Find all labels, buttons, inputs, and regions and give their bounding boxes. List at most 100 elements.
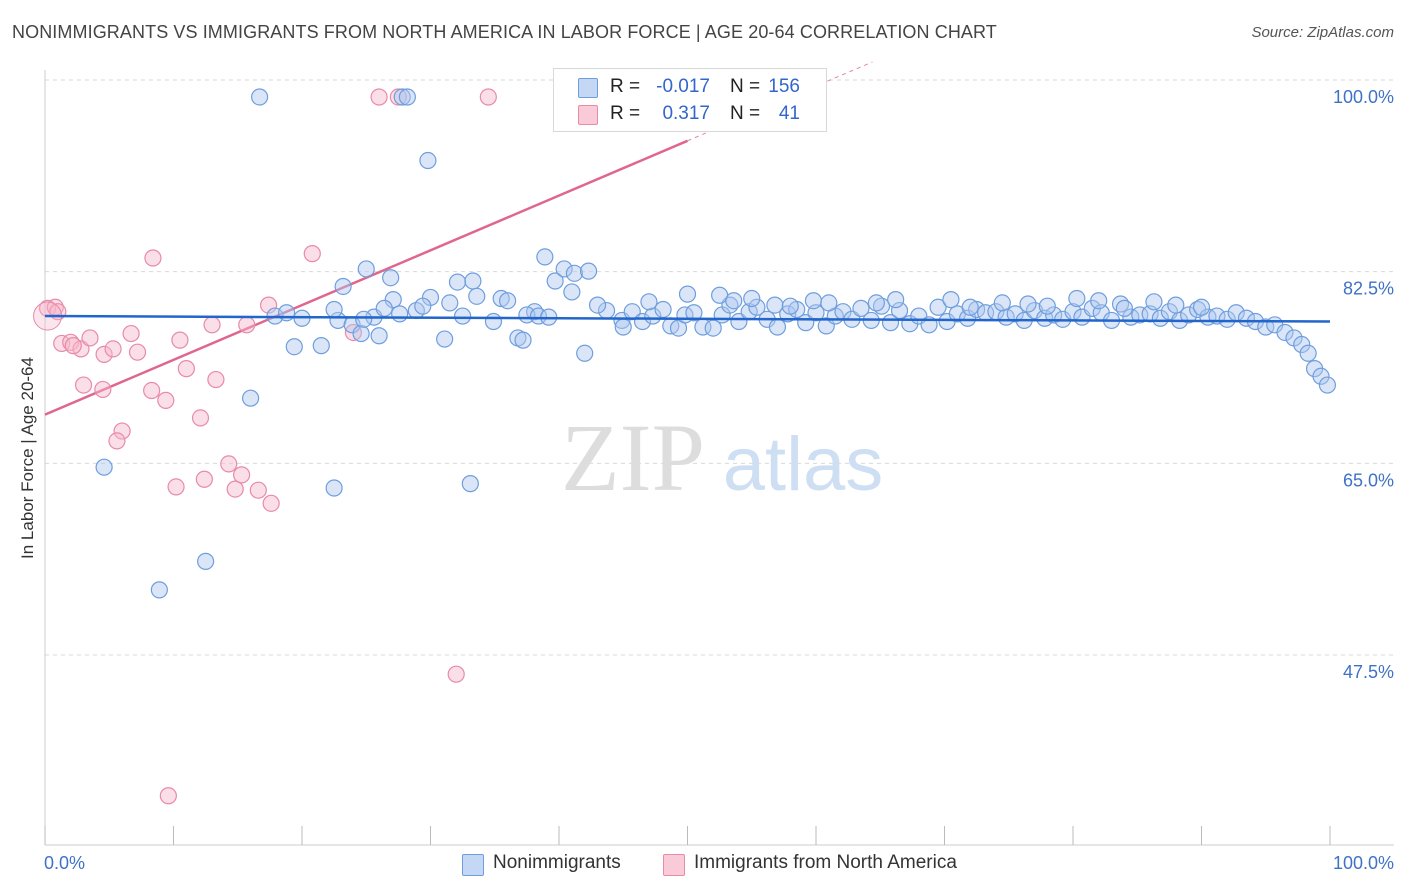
- point-nonimmigrants: [867, 294, 885, 312]
- trend-line-nonimmigrants: [44, 314, 1331, 323]
- watermark-zip: ZIP: [561, 404, 705, 511]
- point-nonimmigrants: [563, 283, 581, 301]
- point-nonimmigrants: [468, 287, 486, 305]
- point-immigrants: [203, 316, 221, 334]
- point-nonimmigrants: [250, 88, 269, 106]
- point-nonimmigrants: [685, 304, 703, 322]
- point-nonimmigrants: [370, 327, 388, 345]
- point-nonimmigrants: [150, 581, 168, 599]
- y-tick-label: 100.0%: [1333, 87, 1394, 107]
- point-nonimmigrants: [357, 260, 375, 278]
- point-nonimmigrants: [536, 248, 554, 266]
- point-nonimmigrants: [461, 475, 479, 493]
- point-nonimmigrants: [1038, 297, 1056, 315]
- point-nonimmigrants: [1090, 292, 1108, 310]
- point-immigrants: [207, 370, 225, 389]
- x-tick-label: 0.0%: [44, 853, 85, 873]
- point-nonimmigrants: [325, 479, 343, 497]
- point-nonimmigrants: [1045, 306, 1063, 324]
- point-nonimmigrants: [961, 298, 979, 316]
- point-nonimmigrants: [393, 88, 411, 106]
- point-nonimmigrants: [334, 277, 352, 296]
- trend-solid-segment: [44, 139, 688, 416]
- point-nonimmigrants: [993, 294, 1011, 312]
- point-nonimmigrants: [1318, 376, 1337, 394]
- point-nonimmigrants: [448, 273, 467, 291]
- point-nonimmigrants: [352, 324, 370, 343]
- point-nonimmigrants: [1192, 298, 1211, 316]
- gridlines: [45, 79, 1394, 656]
- bottom-legend-swatch-pink: [663, 854, 685, 876]
- point-immigrants: [157, 391, 175, 409]
- legend-n-label: N =: [730, 103, 761, 124]
- point-immigrants: [64, 337, 82, 355]
- point-nonimmigrants: [588, 296, 607, 314]
- point-nonimmigrants: [441, 294, 459, 312]
- y-tick-label: 65.0%: [1343, 470, 1394, 490]
- tick-labels: 100.0% 82.5% 65.0% 47.5% 0.0% 100.0%: [44, 87, 1394, 873]
- legend-row-immigrants: R = 0.317 N = 41: [554, 101, 826, 127]
- point-immigrants: [259, 296, 278, 314]
- legend-row-nonimmigrants: R = -0.017 N = 156: [554, 74, 826, 100]
- chart-title: NONIMMIGRANTS VS IMMIGRANTS FROM NORTH A…: [12, 22, 997, 42]
- point-nonimmigrants: [436, 330, 454, 348]
- point-nonimmigrants: [852, 299, 870, 317]
- points-nonimmigrants: [95, 88, 1337, 599]
- point-immigrants: [479, 88, 497, 106]
- bottom-legend-label: Nonimmigrants: [493, 852, 621, 873]
- point-immigrants: [108, 432, 126, 450]
- point-nonimmigrants: [1180, 306, 1198, 324]
- point-nonimmigrants: [1068, 289, 1086, 308]
- point-nonimmigrants: [959, 309, 977, 327]
- point-nonimmigrants: [514, 331, 532, 349]
- point-immigrants: [167, 478, 185, 496]
- bottom-legend-swatch-blue: [462, 854, 484, 876]
- legend-r-label: R =: [610, 103, 641, 124]
- point-nonimmigrants: [454, 307, 472, 325]
- point-immigrants: [191, 409, 210, 427]
- legend-r-value: 0.317: [662, 103, 710, 124]
- point-nonimmigrants: [1299, 344, 1317, 362]
- point-nonimmigrants: [640, 293, 658, 311]
- point-nonimmigrants: [766, 296, 784, 314]
- point-nonimmigrants: [414, 297, 432, 315]
- point-nonimmigrants: [565, 264, 584, 282]
- point-nonimmigrants: [312, 337, 330, 355]
- point-immigrants: [144, 249, 162, 267]
- point-immigrants: [177, 360, 195, 378]
- point-nonimmigrants: [285, 338, 303, 356]
- point-nonimmigrants: [644, 307, 662, 325]
- legend-swatch-pink: [578, 105, 598, 125]
- trend-line: [44, 314, 1331, 323]
- point-nonimmigrants: [1312, 367, 1330, 385]
- point-nonimmigrants: [325, 300, 343, 319]
- point-nonimmigrants: [1218, 310, 1236, 328]
- legend-r-label: R =: [610, 76, 641, 97]
- point-nonimmigrants: [804, 292, 823, 310]
- point-nonimmigrants: [95, 458, 113, 476]
- point-immigrants: [104, 340, 122, 358]
- point-nonimmigrants: [768, 318, 787, 336]
- x-tick-label: 100.0%: [1333, 853, 1394, 873]
- point-nonimmigrants: [929, 298, 947, 316]
- point-nonimmigrants: [391, 305, 409, 323]
- point-nonimmigrants: [887, 291, 905, 309]
- point-immigrants: [370, 88, 388, 106]
- legend-n-value: 156: [768, 76, 800, 97]
- point-immigrants: [74, 376, 93, 394]
- point-nonimmigrants: [576, 344, 594, 362]
- point-nonimmigrants: [242, 389, 260, 407]
- correlation-legend: R = -0.017 N = 156 R = 0.317 N = 41: [553, 68, 827, 132]
- point-immigrants: [220, 455, 238, 473]
- point-nonimmigrants: [614, 318, 632, 336]
- legend-n-label: N =: [730, 76, 761, 97]
- point-immigrants: [447, 665, 465, 683]
- point-nonimmigrants: [555, 260, 573, 278]
- point-nonimmigrants: [384, 291, 402, 309]
- point-immigrants: [122, 324, 140, 343]
- point-immigrants: [233, 466, 251, 484]
- point-immigrants: [389, 88, 407, 106]
- point-nonimmigrants: [678, 285, 697, 303]
- source-label: Source: ZipAtlas.com: [1251, 24, 1394, 41]
